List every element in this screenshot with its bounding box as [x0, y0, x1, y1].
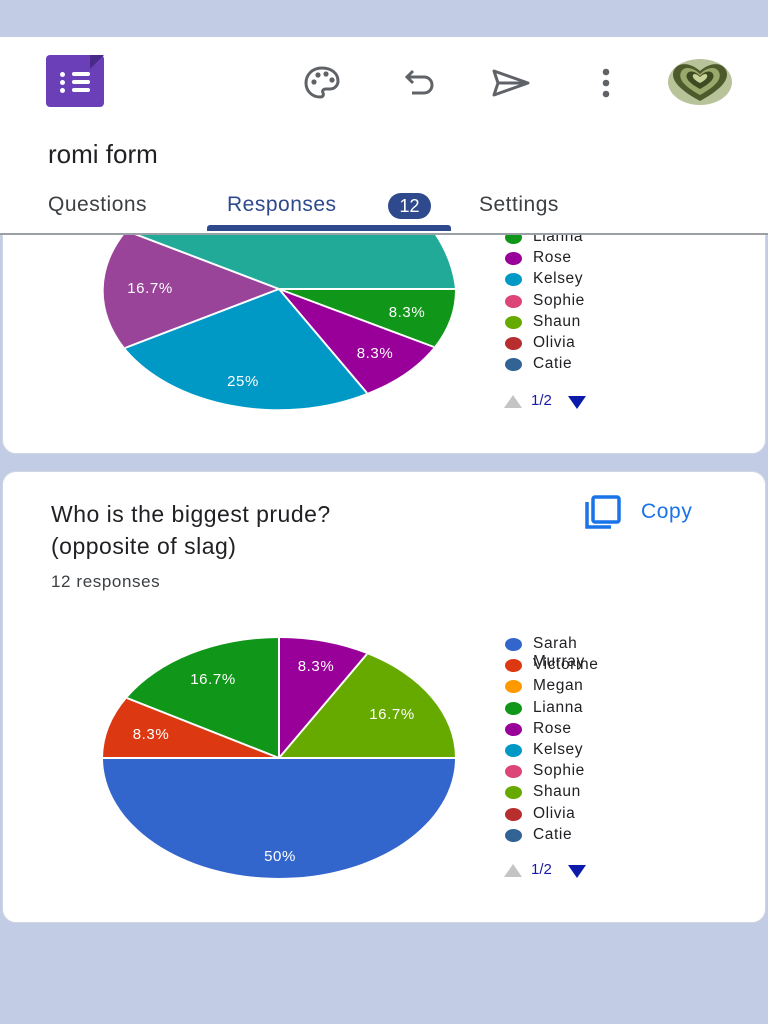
pie-label: 16.7% — [127, 280, 173, 297]
legend-swatch — [505, 828, 522, 842]
copy-label: Copy — [641, 500, 693, 523]
legend-label: Sarah Murray — [533, 635, 585, 670]
response-count: 12 responses — [51, 572, 161, 591]
legend-label: Sophie — [533, 762, 585, 780]
legend-label: Lianna — [533, 698, 584, 716]
legend-swatch — [505, 273, 522, 287]
legend-swatch — [505, 315, 522, 329]
legend-label: Shaun — [533, 783, 581, 801]
legend-label: Rose — [533, 719, 572, 737]
legend-label: Victorine — [533, 656, 599, 674]
tab-questions[interactable]: Questions — [48, 193, 148, 216]
pie-label: 8.3% — [133, 726, 170, 743]
legend-label: Catie — [533, 825, 573, 843]
undo-icon[interactable] — [398, 63, 438, 103]
legend-label: Kelsey — [533, 270, 584, 288]
legend-next-page-icon[interactable] — [567, 394, 587, 410]
legend-swatch — [505, 294, 522, 308]
pie-chart: 50% 8.3% 16.7% 8.3% 16.7% — [103, 637, 456, 878]
pie-label: 25% — [227, 373, 259, 390]
legend-label: Catie — [533, 355, 573, 373]
legend-swatch — [505, 786, 522, 800]
form-title: romi form — [48, 139, 158, 169]
pie-slice-purple — [103, 231, 279, 348]
legend-next-page-icon[interactable] — [567, 863, 587, 879]
legend-label: Megan — [533, 677, 584, 695]
legend-swatch — [505, 336, 522, 350]
responses-count-badge: 12 — [388, 193, 431, 219]
pie-slice-kelsey — [125, 289, 367, 410]
legend-label: Olivia — [533, 804, 576, 822]
legend-swatch — [505, 722, 522, 736]
legend-swatch — [505, 743, 522, 757]
copy-icon — [585, 495, 621, 529]
more-vert-icon[interactable] — [586, 63, 626, 103]
pie-slice-sarah-murray — [103, 758, 455, 878]
pie-label: 16.7% — [369, 706, 415, 723]
tab-settings[interactable]: Settings — [479, 193, 559, 216]
legend-prev-page-icon[interactable] — [503, 394, 523, 410]
avatar[interactable] — [668, 59, 732, 105]
legend-swatch — [505, 807, 522, 821]
pie-label: 8.3% — [357, 345, 394, 362]
legend-label: Shaun — [533, 312, 581, 330]
palette-icon[interactable] — [302, 63, 342, 103]
pie-slice-rose — [279, 637, 367, 758]
legend-label: Olivia — [533, 333, 576, 351]
pie-slice-victorine — [103, 698, 279, 758]
legend-label: Sophie — [533, 291, 585, 309]
pie-label: 50% — [264, 848, 296, 865]
send-icon[interactable] — [490, 63, 530, 103]
legend-swatch — [505, 765, 522, 779]
legend-swatch — [505, 638, 522, 651]
pie-slice-rose — [279, 289, 434, 393]
legend-swatch — [505, 252, 522, 266]
legend-prev-page-icon[interactable] — [503, 863, 523, 879]
question-card: Who is the biggest prude? (opposite of s… — [2, 471, 766, 923]
legend-label: Rose — [533, 249, 572, 267]
pie-slice-lianna — [279, 289, 456, 347]
question-title-line: Who is the biggest prude? — [51, 501, 331, 527]
pie-slice-shaun — [279, 654, 456, 758]
app-bar: romi form Questions Responses 12 Setting… — [0, 37, 768, 235]
pie-label: 8.3% — [389, 304, 426, 321]
pie-label: 16.7% — [190, 671, 236, 688]
legend-page-indicator: 1/2 — [531, 861, 552, 878]
pie-slice-lianna — [127, 638, 279, 758]
legend-swatch — [505, 358, 522, 372]
legend-swatch — [505, 701, 522, 715]
forms-logo-icon[interactable] — [46, 55, 104, 107]
pie-label: 8.3% — [298, 658, 335, 675]
legend-label: Kelsey — [533, 740, 584, 758]
legend-swatch — [505, 680, 522, 694]
active-tab-indicator — [207, 225, 451, 231]
question-title-line: (opposite of slag) — [51, 533, 237, 559]
legend-swatch — [505, 659, 522, 673]
tab-responses[interactable]: Responses — [227, 193, 337, 216]
legend-page-indicator: 1/2 — [531, 392, 552, 409]
question-title: Who is the biggest prude? (opposite of s… — [51, 498, 331, 562]
